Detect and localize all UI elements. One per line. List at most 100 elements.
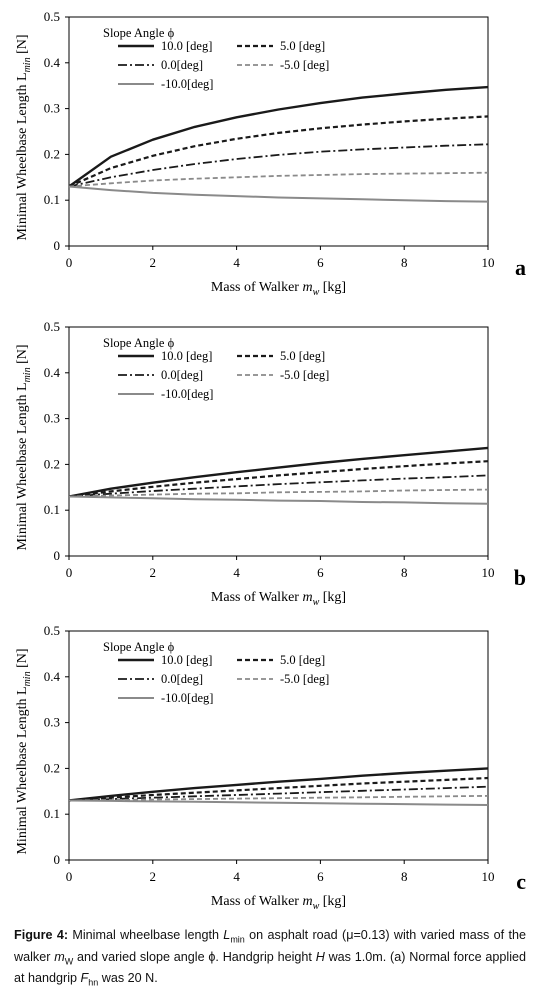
series-line bbox=[68, 799, 489, 806]
legend-label: -10.0[deg] bbox=[161, 387, 213, 401]
y-tick-label: 0.3 bbox=[44, 715, 60, 730]
y-axis-label-unit: [N] bbox=[15, 344, 30, 367]
y-tick-label: 0.3 bbox=[44, 411, 60, 426]
caption-sub-min: min bbox=[230, 934, 245, 945]
y-tick-label: 0 bbox=[54, 238, 61, 253]
panel-letter: c bbox=[516, 869, 526, 894]
y-axis-label-sub: min bbox=[22, 57, 33, 72]
series-line bbox=[68, 488, 489, 498]
y-tick-label: 0.1 bbox=[44, 192, 60, 207]
x-axis-label-var: m bbox=[302, 280, 312, 295]
series-line bbox=[68, 474, 489, 498]
y-axis-label-unit: [N] bbox=[15, 648, 30, 671]
x-tick-label: 2 bbox=[150, 255, 157, 270]
x-tick-label: 0 bbox=[66, 565, 73, 580]
legend-label: -10.0[deg] bbox=[161, 77, 213, 91]
y-axis-label: Minimal Wheelbase Length Lmin [N] bbox=[15, 344, 33, 550]
y-axis-label-sub: min bbox=[22, 671, 33, 686]
y-axis-label-unit: [N] bbox=[15, 34, 30, 57]
figure-caption: Figure 4: Minimal wheelbase length Lmin … bbox=[14, 927, 526, 992]
x-tick-label: 6 bbox=[317, 565, 324, 580]
legend-label: 10.0 [deg] bbox=[161, 653, 212, 667]
caption-sub-hn: hn bbox=[88, 977, 99, 988]
y-axis-label-text: Minimal Wheelbase Length L bbox=[15, 686, 30, 854]
series-line bbox=[68, 143, 489, 188]
x-axis-label: Mass of Walker mw [kg] bbox=[211, 590, 346, 608]
x-tick-label: 4 bbox=[233, 255, 240, 270]
x-axis-label-text: Mass of Walker bbox=[211, 894, 303, 909]
legend-title: Slope Angle ϕ bbox=[103, 336, 175, 350]
y-axis-label-text: Minimal Wheelbase Length L bbox=[15, 382, 30, 550]
y-tick-label: 0.5 bbox=[44, 623, 60, 638]
x-axis-label-sub: w bbox=[313, 901, 320, 912]
series-line bbox=[68, 171, 489, 188]
legend-label: 0.0[deg] bbox=[161, 368, 203, 382]
caption-text-3: and varied slope angle ϕ. Handgrip heigh… bbox=[73, 949, 316, 964]
panel-letter: b bbox=[514, 565, 526, 590]
x-axis-label-sub: w bbox=[313, 597, 320, 608]
x-axis-label-var: m bbox=[302, 894, 312, 909]
chart-panel-c: 0 0.1 0.2 0.3 0.4 0.5 0 2 4 6 8 10 Mass of Walker mw… bbox=[15, 623, 526, 912]
x-axis-label-unit: [kg] bbox=[319, 280, 346, 295]
caption-text-1: Minimal wheelbase length bbox=[68, 928, 224, 942]
y-tick-label: 0.5 bbox=[44, 319, 60, 334]
x-tick-label: 8 bbox=[401, 255, 408, 270]
series-line bbox=[68, 785, 489, 802]
legend-title: Slope Angle ϕ bbox=[103, 26, 175, 40]
x-axis-label-text: Mass of Walker bbox=[211, 280, 303, 295]
caption-text-4: was 1.0m. (a) Normal force applied at ha… bbox=[14, 949, 526, 986]
caption-text-2: on asphalt road (μ=0.13) with varied mas… bbox=[14, 928, 527, 964]
series-line bbox=[68, 776, 489, 802]
x-axis-label-unit: [kg] bbox=[319, 894, 346, 909]
plot-frame bbox=[68, 326, 489, 557]
x-tick-label: 10 bbox=[482, 869, 495, 884]
series-line bbox=[68, 795, 489, 802]
y-axis-label: Minimal Wheelbase Length Lmin [N] bbox=[15, 34, 33, 240]
legend-label: 10.0 [deg] bbox=[161, 39, 212, 53]
y-tick-label: 0.4 bbox=[44, 55, 61, 70]
x-tick-label: 4 bbox=[233, 869, 240, 884]
x-tick-label: 10 bbox=[482, 565, 495, 580]
series-line bbox=[68, 115, 489, 188]
x-axis-label-unit: [kg] bbox=[319, 590, 346, 605]
chart-panel-b: 0 0.1 0.2 0.3 0.4 0.5 0 2 4 6 8 10 Mass of Walker mw… bbox=[15, 319, 526, 608]
plot-frame bbox=[68, 630, 489, 861]
legend-label: -5.0 [deg] bbox=[280, 58, 329, 72]
x-tick-label: 2 bbox=[150, 869, 157, 884]
legend-label: -5.0 [deg] bbox=[280, 672, 329, 686]
legend-label: 5.0 [deg] bbox=[280, 39, 325, 53]
legend-label: 0.0[deg] bbox=[161, 672, 203, 686]
series-line bbox=[68, 85, 489, 188]
y-tick-label: 0 bbox=[54, 548, 61, 563]
legend-label: -5.0 [deg] bbox=[280, 368, 329, 382]
x-tick-label: 4 bbox=[233, 565, 240, 580]
y-axis-label-text: Minimal Wheelbase Length L bbox=[15, 72, 30, 240]
caption-var-f: F bbox=[80, 971, 89, 986]
x-tick-label: 2 bbox=[150, 565, 157, 580]
y-tick-label: 0.4 bbox=[44, 365, 61, 380]
series-line bbox=[68, 767, 489, 802]
panel-letter: a bbox=[515, 255, 526, 280]
y-tick-label: 0.4 bbox=[44, 669, 61, 684]
x-tick-label: 0 bbox=[66, 255, 73, 270]
caption-sub-w: W bbox=[64, 956, 74, 967]
caption-var-h: H bbox=[315, 949, 325, 964]
x-tick-label: 8 bbox=[401, 869, 408, 884]
y-axis-label-sub: min bbox=[22, 367, 33, 382]
x-tick-label: 6 bbox=[317, 255, 324, 270]
legend-label: 0.0[deg] bbox=[161, 58, 203, 72]
series-line bbox=[68, 460, 489, 498]
x-tick-label: 0 bbox=[66, 869, 73, 884]
y-tick-label: 0 bbox=[54, 852, 61, 867]
x-tick-label: 8 bbox=[401, 565, 408, 580]
y-tick-label: 0.5 bbox=[44, 9, 60, 24]
y-axis-label: Minimal Wheelbase Length Lmin [N] bbox=[15, 648, 33, 854]
caption-var-l: L bbox=[223, 928, 231, 942]
caption-figure-label: Figure 4: bbox=[14, 928, 69, 942]
x-tick-label: 6 bbox=[317, 869, 324, 884]
series-line bbox=[68, 495, 489, 505]
chart-panel-a: 0 0.1 0.2 0.3 0.4 0.5 0 2 4 6 8 10 Mass of Walker mw… bbox=[15, 9, 526, 298]
legend-label: 5.0 [deg] bbox=[280, 653, 325, 667]
legend-label: 10.0 [deg] bbox=[161, 349, 212, 363]
y-tick-label: 0.3 bbox=[44, 101, 60, 116]
